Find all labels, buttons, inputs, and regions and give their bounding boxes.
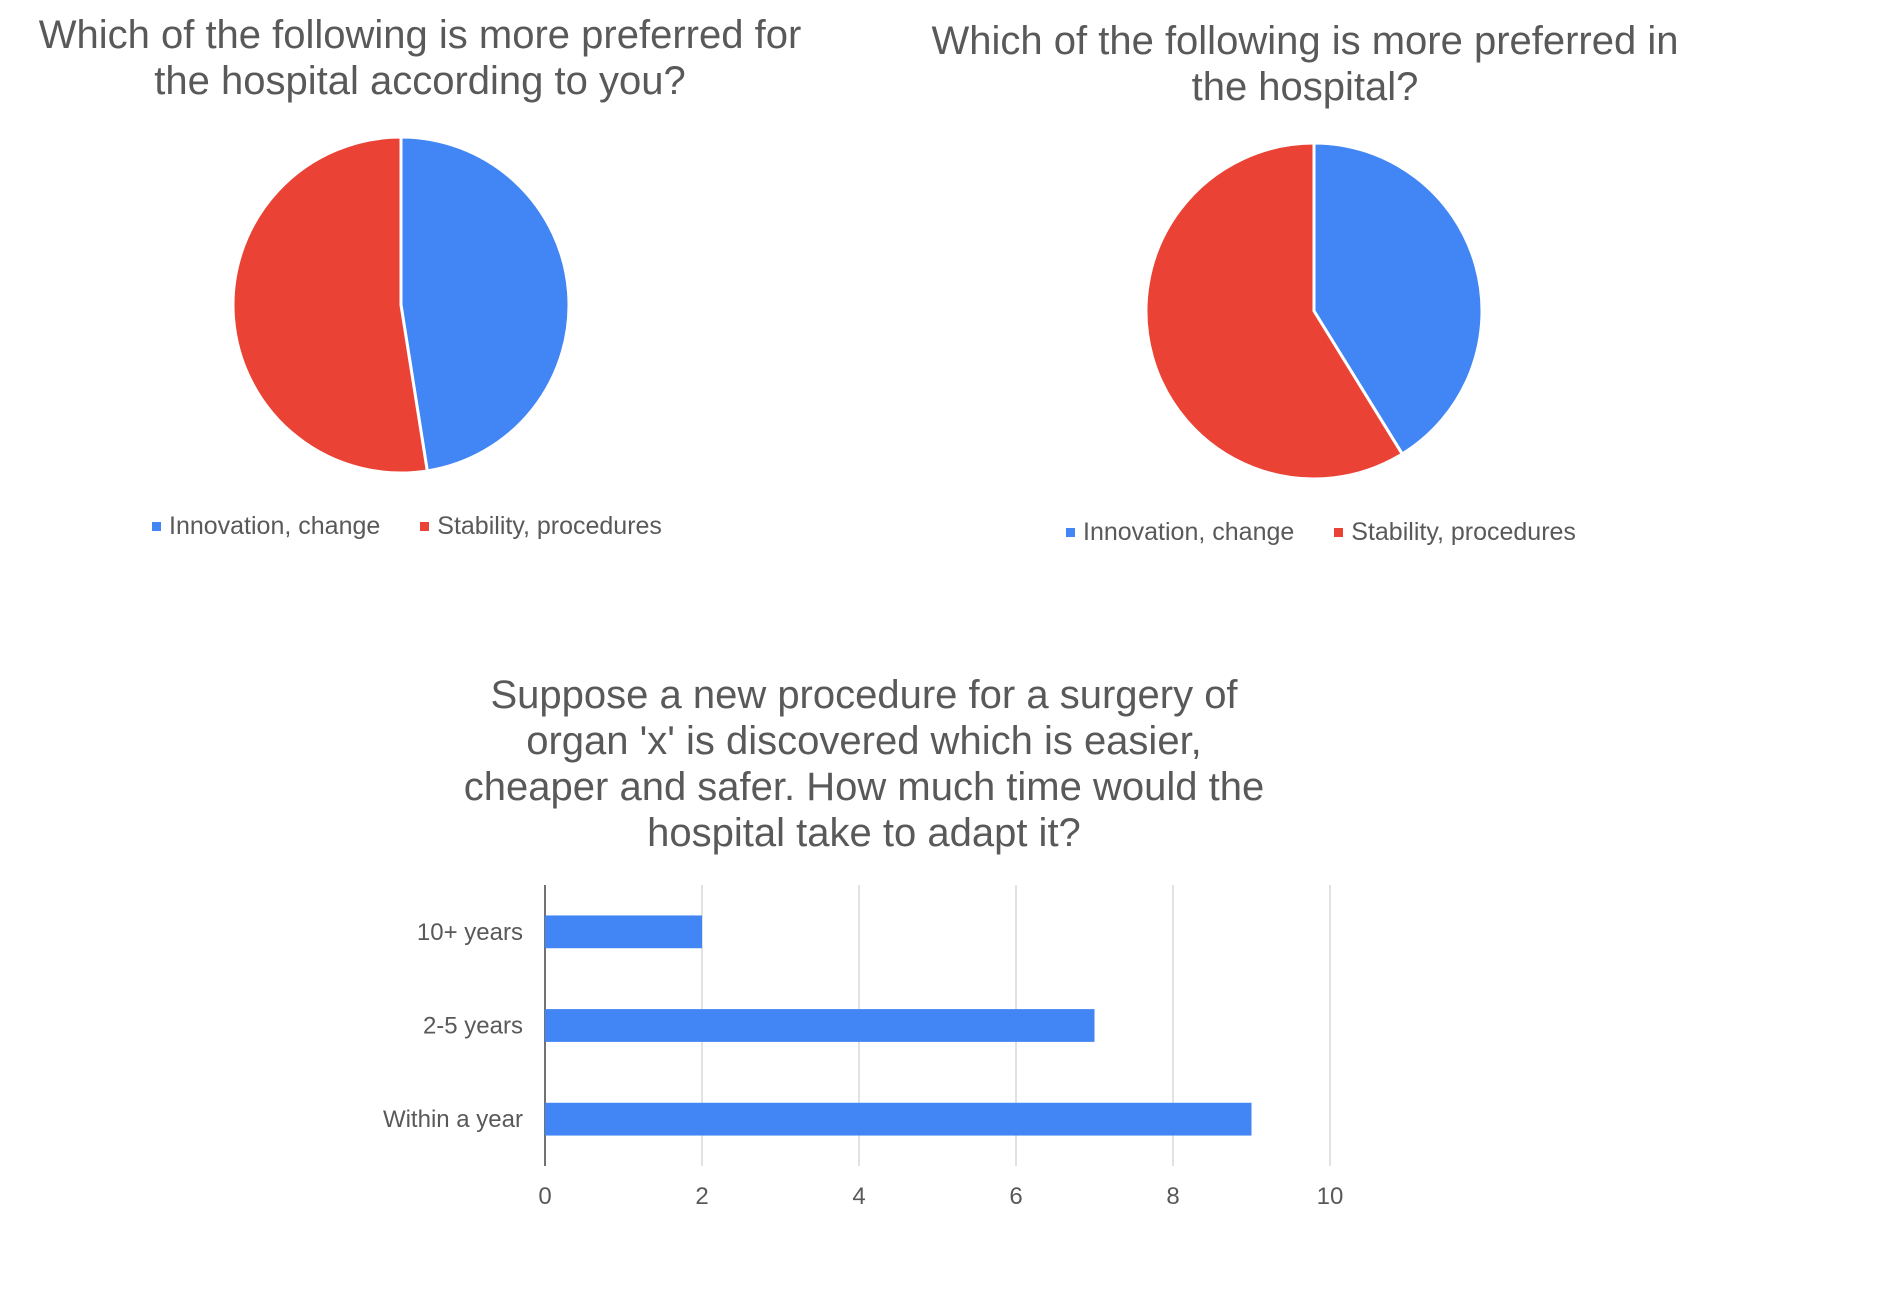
y-category-label: 10+ years <box>417 919 523 946</box>
legend-swatch-innovation <box>152 522 161 531</box>
bar <box>545 1009 1095 1042</box>
legend-swatch-stability <box>1334 528 1344 537</box>
x-tick-label: 8 <box>1166 1183 1179 1210</box>
bar <box>545 915 702 949</box>
x-tick-label: 2 <box>695 1183 708 1210</box>
legend-swatch-innovation <box>1066 528 1075 537</box>
x-tick-label: 10 <box>1317 1183 1344 1210</box>
legend-item-innovation: Innovation, change <box>1066 518 1294 547</box>
legend-label: Stability, procedures <box>437 512 662 540</box>
legend-label: Stability, procedures <box>1351 518 1576 546</box>
bar-chart-title: Suppose a new procedure for a surgery of… <box>463 673 1265 855</box>
legend-item-stability: Stability, procedures <box>420 512 662 541</box>
x-tick-label: 0 <box>538 1183 551 1210</box>
legend-item-innovation: Innovation, change <box>152 512 380 541</box>
legend-label: Innovation, change <box>169 512 381 540</box>
legend-item-stability: Stability, procedures <box>1334 518 1576 547</box>
pie-2-slice-stability <box>1144 141 1404 481</box>
bar <box>545 1102 1252 1136</box>
pie-chart-2-legend: Innovation, change Stability, procedures <box>1066 518 1616 547</box>
x-tick-label: 4 <box>852 1183 865 1210</box>
pie-1-slice-innovation <box>399 135 571 473</box>
legend-swatch-stability <box>420 522 430 531</box>
legend-label: Innovation, change <box>1083 518 1295 546</box>
pie-1-slice-stability <box>231 135 429 475</box>
x-tick-label: 6 <box>1009 1183 1022 1210</box>
pie-chart-1-legend: Innovation, change Stability, procedures <box>152 512 702 541</box>
pie-chart-1-title: Which of the following is more preferred… <box>38 13 802 103</box>
y-category-label: Within a year <box>383 1106 523 1133</box>
y-category-label: 2-5 years <box>423 1013 523 1040</box>
pie-chart-2-title: Which of the following is more preferred… <box>931 19 1679 109</box>
